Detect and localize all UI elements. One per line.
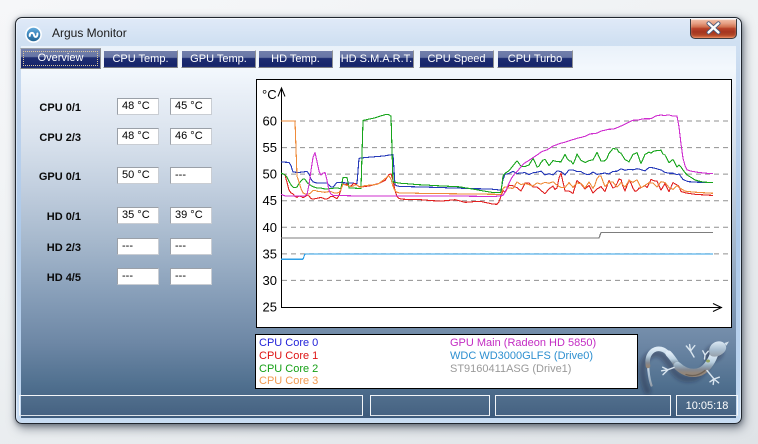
svg-text:25: 25 [263,300,277,315]
svg-text:45: 45 [263,193,277,208]
svg-text:55: 55 [263,140,277,155]
svg-text:50: 50 [263,167,277,182]
svg-text:°C: °C [262,87,277,102]
svg-text:60: 60 [263,114,277,129]
svg-text:35: 35 [263,246,277,261]
svg-text:40: 40 [263,220,277,235]
svg-text:30: 30 [263,273,277,288]
